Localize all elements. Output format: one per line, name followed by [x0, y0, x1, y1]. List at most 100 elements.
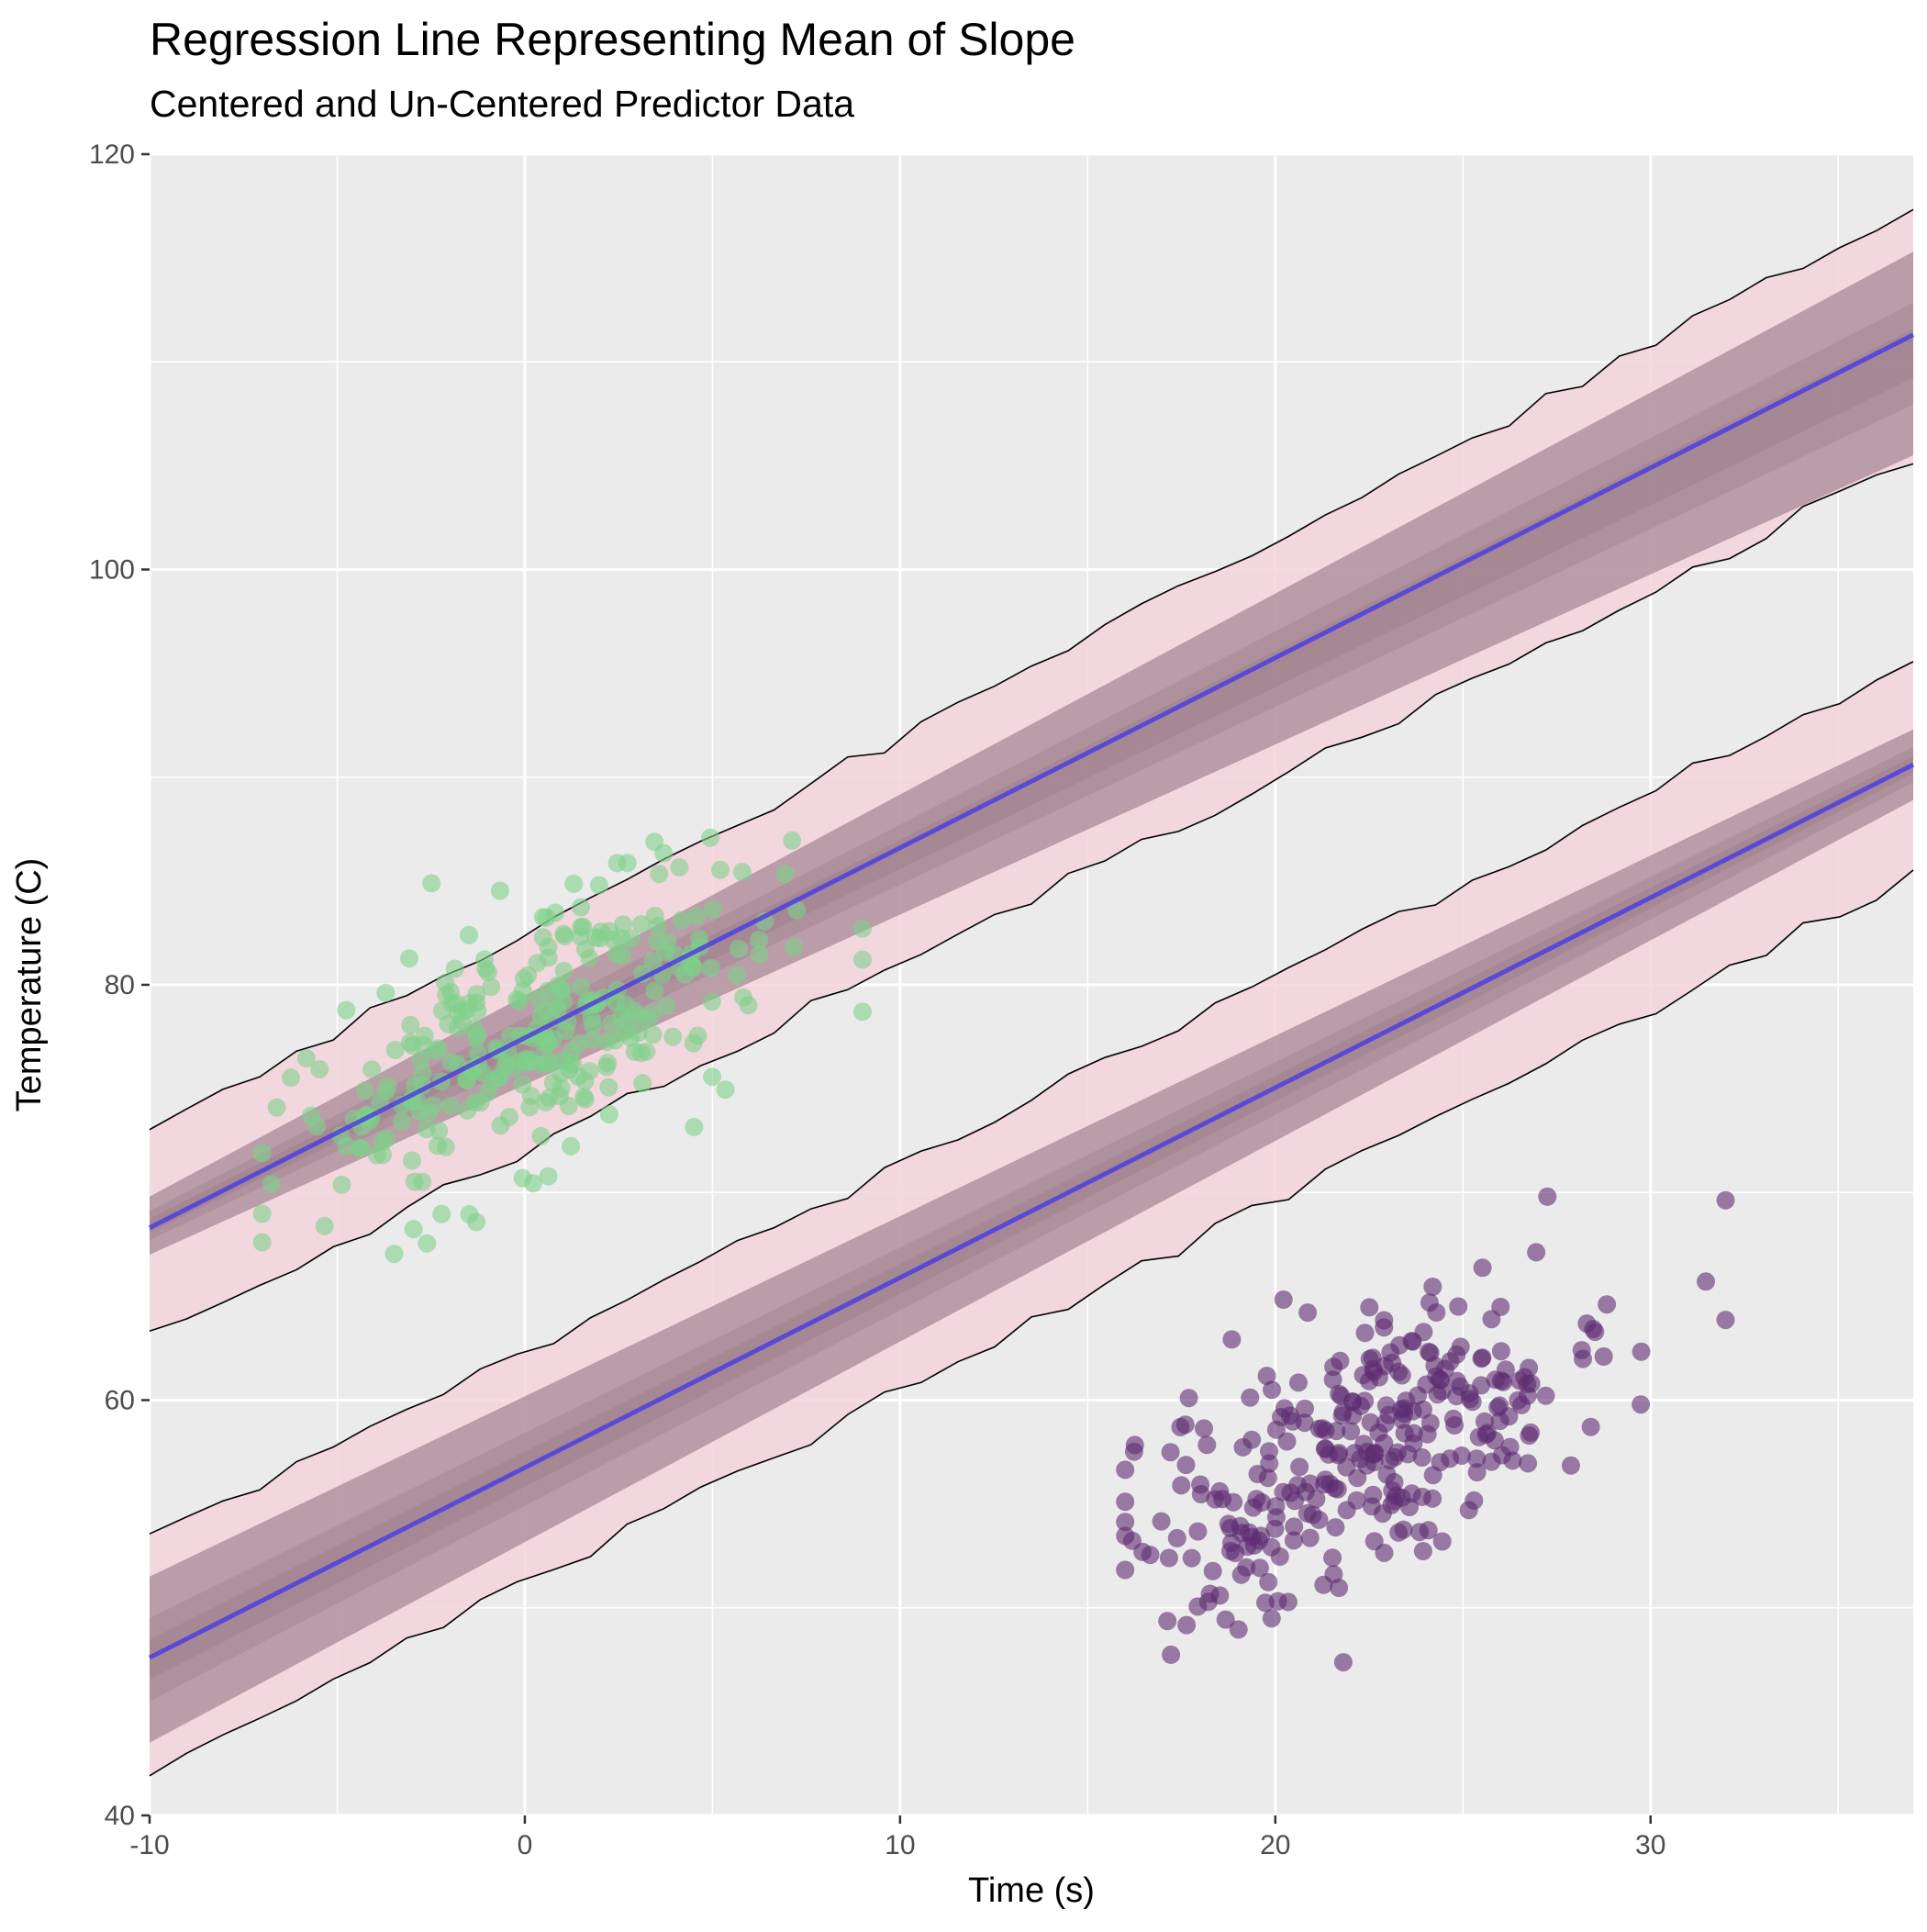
data-point: [663, 1027, 683, 1046]
data-point: [597, 1033, 617, 1052]
data-point: [404, 1220, 423, 1239]
data-point: [1441, 1352, 1460, 1371]
data-point: [629, 1023, 648, 1043]
data-point: [1473, 1258, 1492, 1278]
data-point: [1716, 1311, 1735, 1330]
data-point: [1420, 1342, 1438, 1361]
data-point: [302, 1106, 320, 1125]
data-point: [533, 908, 552, 927]
data-point: [1159, 1548, 1178, 1568]
data-point: [643, 1025, 663, 1044]
data-point: [599, 1105, 618, 1123]
data-point: [570, 1033, 589, 1053]
data-point: [1224, 1492, 1243, 1512]
data-point: [385, 1041, 405, 1059]
y-tick-label: 100: [89, 555, 135, 586]
data-point: [1197, 1435, 1217, 1455]
data-point: [401, 1015, 420, 1034]
data-point: [539, 937, 558, 956]
data-point: [1231, 1565, 1251, 1584]
data-point: [1300, 1528, 1320, 1547]
data-point: [1257, 1367, 1276, 1386]
series-2: [148, 661, 1915, 1777]
data-point: [1697, 1272, 1715, 1291]
data-point: [441, 1053, 461, 1072]
data-point: [1383, 1353, 1402, 1372]
y-tick-label: 60: [105, 1386, 135, 1416]
data-point: [514, 969, 533, 988]
data-point: [337, 1000, 356, 1020]
data-point: [785, 937, 803, 956]
data-point: [1116, 1492, 1135, 1512]
y-axis-title: Temperature (C): [10, 858, 49, 1112]
data-point: [657, 997, 676, 1016]
axes: -10 0 10 20 30 40 60 80 100 120: [89, 140, 1665, 1860]
data-point: [1203, 1561, 1222, 1580]
data-point: [1404, 1424, 1423, 1443]
data-point: [1459, 1501, 1478, 1520]
data-point: [607, 944, 626, 964]
data-point: [1250, 1558, 1269, 1578]
data-point: [1124, 1442, 1143, 1461]
data-point: [1491, 1297, 1510, 1316]
data-point: [1298, 1503, 1317, 1523]
data-point: [775, 865, 795, 884]
data-point: [702, 992, 721, 1011]
x-tick-label: 0: [518, 1830, 533, 1860]
data-point: [1352, 1396, 1370, 1415]
data-point: [1331, 1351, 1350, 1370]
data-point: [1179, 1389, 1198, 1408]
data-point: [643, 952, 663, 971]
data-point: [528, 954, 547, 973]
data-point: [1351, 1449, 1370, 1469]
data-point: [1467, 1463, 1487, 1482]
scatter-points: [1116, 1187, 1735, 1672]
data-point: [684, 958, 703, 977]
data-point: [670, 858, 689, 877]
data-point: [482, 977, 501, 997]
data-point: [1298, 1303, 1318, 1323]
data-point: [1355, 1323, 1375, 1343]
data-point: [429, 1136, 447, 1156]
data-point: [1598, 1295, 1617, 1314]
data-point: [467, 1212, 486, 1232]
prediction-band-upper-edge: [149, 661, 1914, 1535]
data-point: [1337, 1457, 1356, 1477]
data-point: [1447, 1371, 1466, 1390]
data-point: [1499, 1407, 1519, 1426]
data-point: [1417, 1375, 1436, 1394]
data-point: [1482, 1452, 1501, 1471]
data-point: [513, 1168, 532, 1188]
data-point: [1452, 1446, 1471, 1465]
data-point: [618, 1012, 637, 1032]
data-point: [1326, 1518, 1345, 1537]
data-point: [729, 939, 748, 958]
data-point: [1314, 1575, 1333, 1594]
data-point: [1285, 1517, 1304, 1536]
data-point: [1369, 1423, 1388, 1442]
data-point: [1414, 1323, 1433, 1342]
data-point: [589, 876, 608, 895]
data-point: [1491, 1342, 1510, 1361]
data-point: [716, 1080, 735, 1100]
data-point: [572, 977, 591, 997]
data-point: [1116, 1513, 1135, 1532]
prediction-band-lower-edge: [149, 869, 1914, 1777]
data-point: [1278, 1592, 1298, 1612]
x-axis-title: Time (s): [968, 1871, 1095, 1910]
data-point: [1233, 1437, 1253, 1457]
data-point: [625, 1043, 644, 1061]
data-point: [1253, 1493, 1272, 1512]
chart-subtitle: Centered and Un-Centered Predictor Data: [150, 83, 855, 125]
data-point: [614, 915, 633, 934]
data-point: [440, 1096, 460, 1115]
data-point: [1296, 1399, 1314, 1418]
data-point: [685, 1117, 704, 1136]
data-point: [1385, 1472, 1404, 1491]
data-point: [598, 1054, 618, 1073]
data-point: [787, 900, 807, 920]
data-point: [1632, 1395, 1651, 1414]
data-point: [1167, 1528, 1186, 1547]
data-point: [1419, 1521, 1438, 1540]
